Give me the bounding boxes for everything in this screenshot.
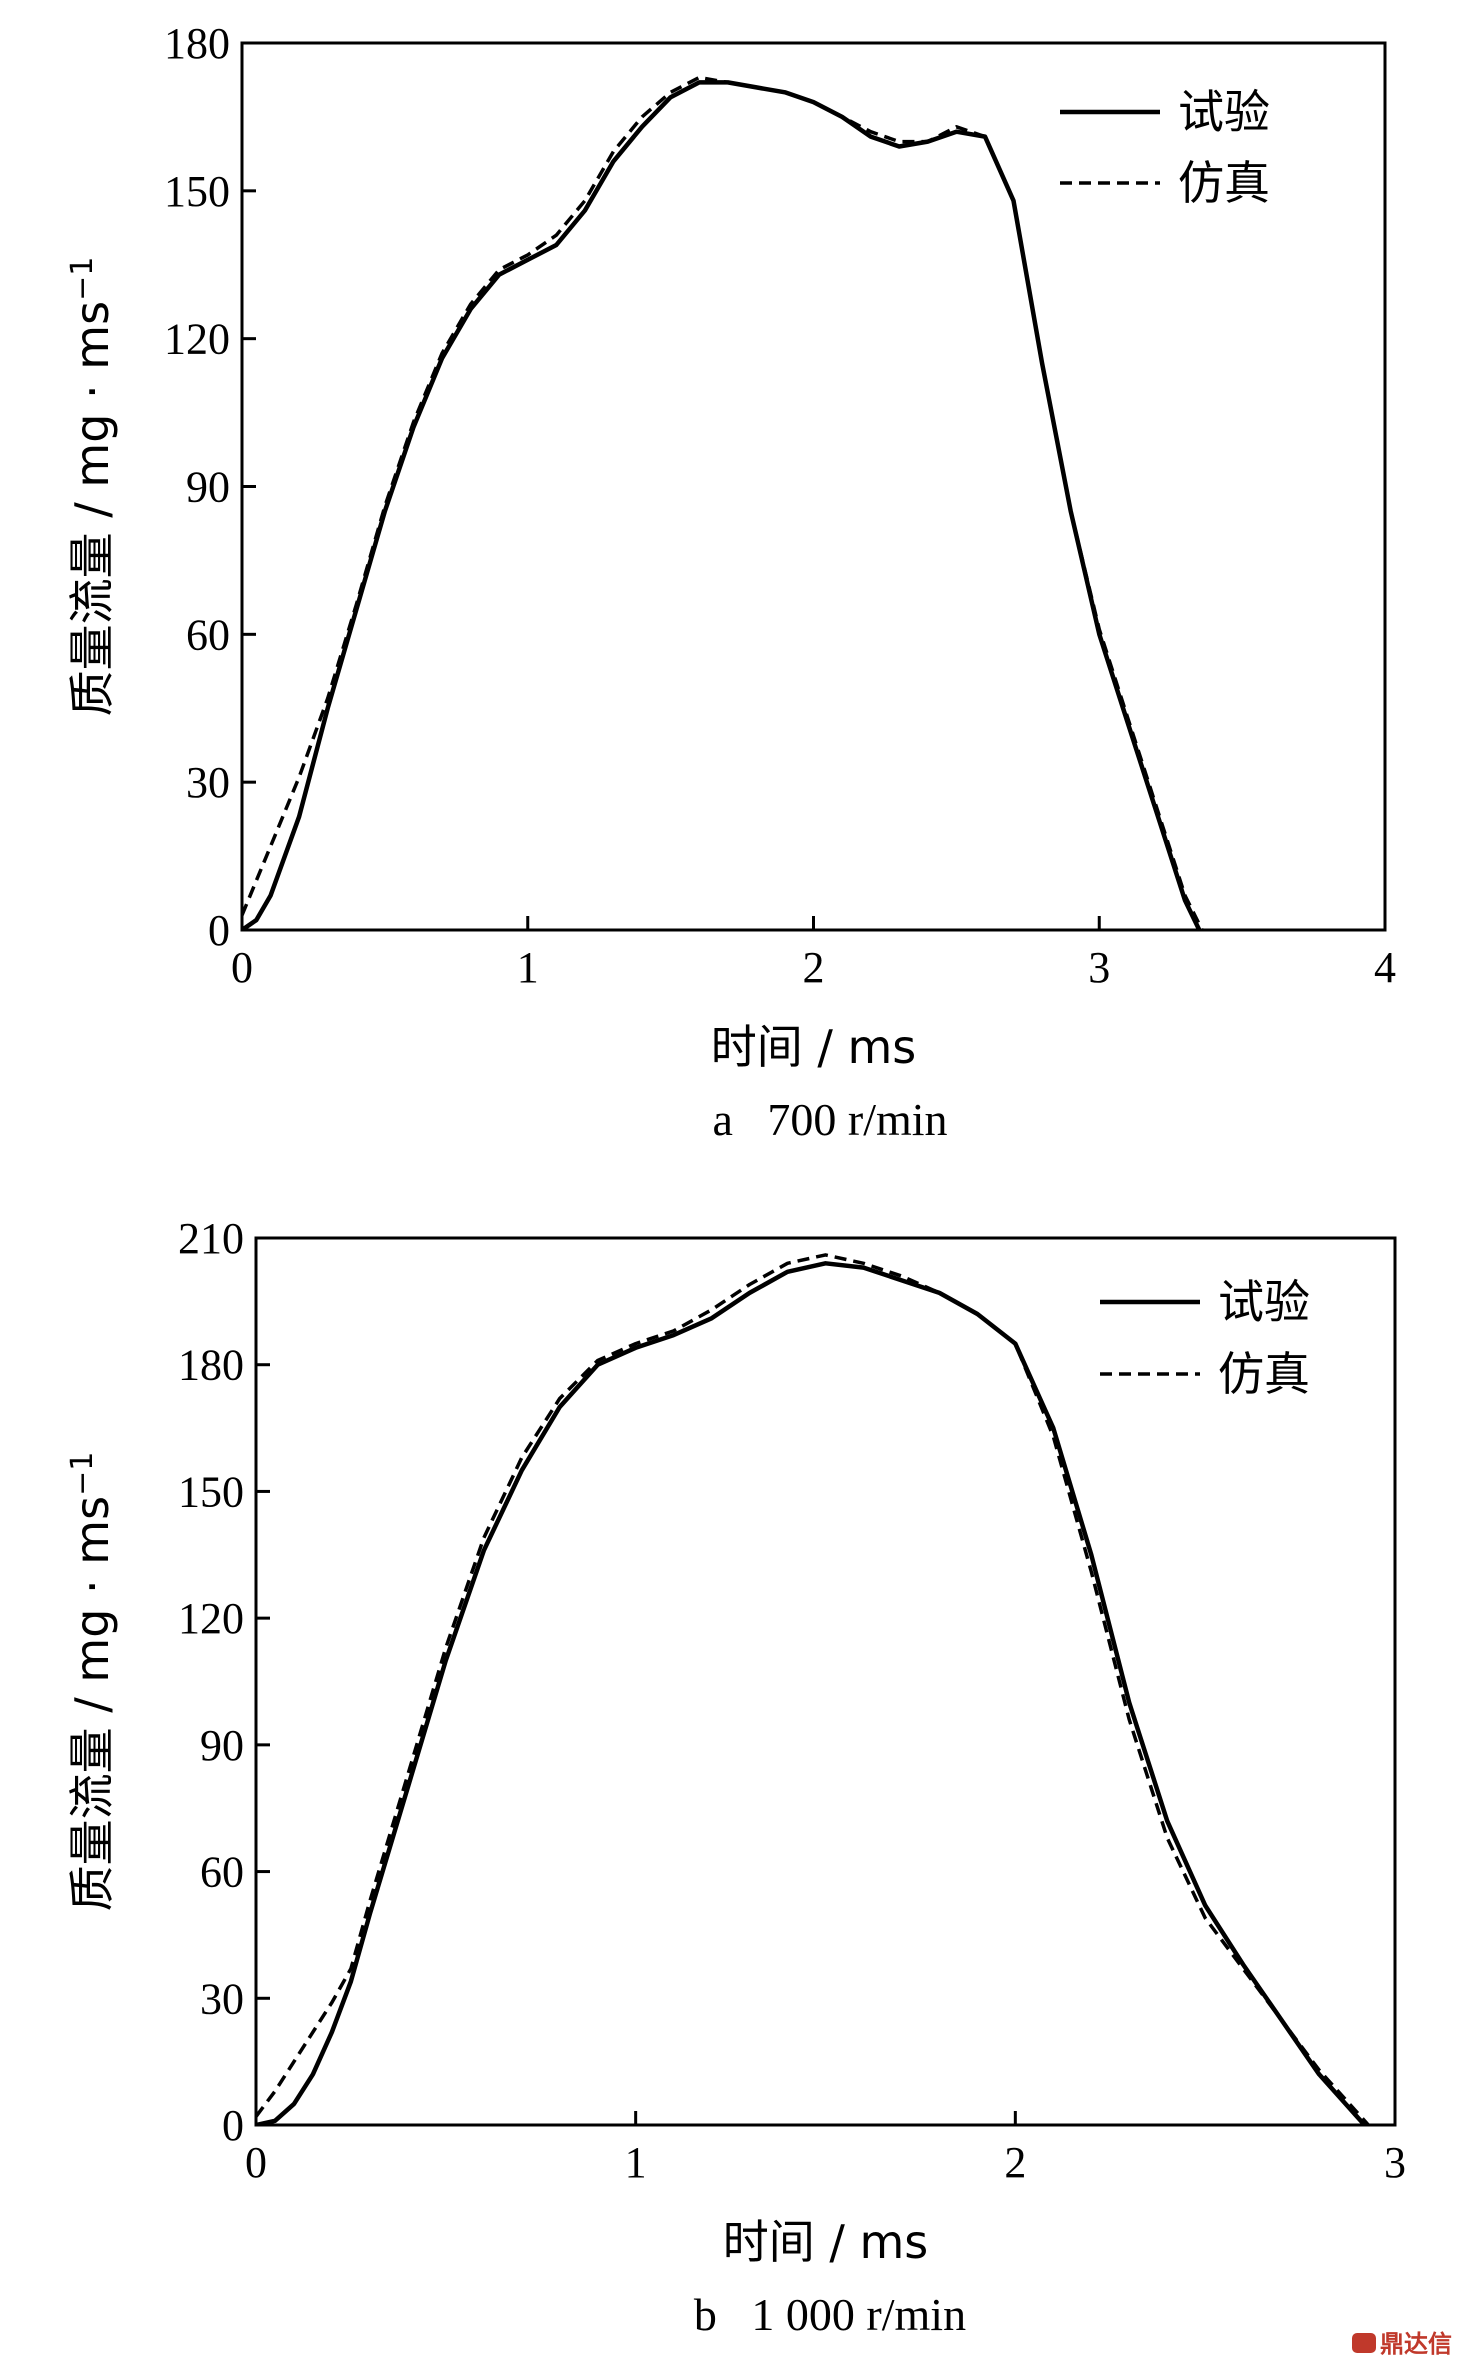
watermark-text: 鼎达信 [1380, 2330, 1452, 2358]
y-tick-label: 60 [200, 1848, 244, 1897]
legend-label: 仿真 [1178, 156, 1270, 210]
x-tick-label: 0 [245, 2138, 267, 2187]
y-axis-label: 质量流量 / mg · ms−1 [65, 257, 119, 717]
series-line-experiment [242, 80, 1202, 930]
y-axis-label-superscript: −1 [65, 1452, 100, 1496]
legend-label: 试验 [1218, 1275, 1310, 1329]
y-tick-label: 150 [164, 167, 230, 216]
series-line-simulation [242, 75, 1204, 930]
x-tick-label: 2 [1004, 2138, 1026, 2187]
y-tick-label: 60 [186, 610, 230, 659]
watermark: 鼎达信 [1352, 2330, 1452, 2358]
y-tick-label: 120 [164, 315, 230, 364]
y-tick-label: 90 [186, 463, 230, 512]
y-axis-label: 质量流量 / mg · ms−1 [65, 1452, 119, 1912]
series-line-experiment [256, 1261, 1367, 2125]
x-tick-label: 3 [1088, 943, 1110, 992]
chart-a: 0 1 2 3 4 0 30 60 90 120 150 180 时间 / ms 质量流量 / mg · … [65, 19, 1396, 1145]
x-tick-label: 1 [625, 2138, 647, 2187]
chart-caption: b 1 000 r/min [694, 2289, 966, 2340]
x-tick-label: 4 [1374, 943, 1396, 992]
y-tick-label: 0 [208, 906, 230, 955]
y-tick-label: 30 [200, 1974, 244, 2023]
y-tick-label: 150 [178, 1467, 244, 1516]
chart-caption: a 700 r/min [712, 1094, 947, 1145]
y-tick-label: 180 [164, 19, 230, 68]
y-axis-label-superscript: −1 [65, 257, 100, 301]
x-axis-label: 时间 / ms [711, 1020, 917, 1074]
legend-label: 试验 [1178, 85, 1270, 139]
x-tick-label: 2 [803, 943, 825, 992]
y-tick-label: 0 [222, 2101, 244, 2150]
logo-badge-icon [1352, 2333, 1376, 2353]
x-tick-label: 1 [517, 943, 539, 992]
plot-frame [254, 1236, 1397, 2127]
series-line-simulation [256, 1253, 1370, 2125]
y-tick-label: 90 [200, 1721, 244, 1770]
y-tick-label: 120 [178, 1594, 244, 1643]
legend-label: 仿真 [1218, 1347, 1310, 1401]
x-tick-label: 0 [231, 943, 253, 992]
y-tick-label: 210 [178, 1214, 244, 1263]
x-axis-label: 时间 / ms [723, 2215, 929, 2269]
x-tick-label: 3 [1384, 2138, 1406, 2187]
y-tick-label: 180 [178, 1341, 244, 1390]
y-tick-label: 30 [186, 758, 230, 807]
